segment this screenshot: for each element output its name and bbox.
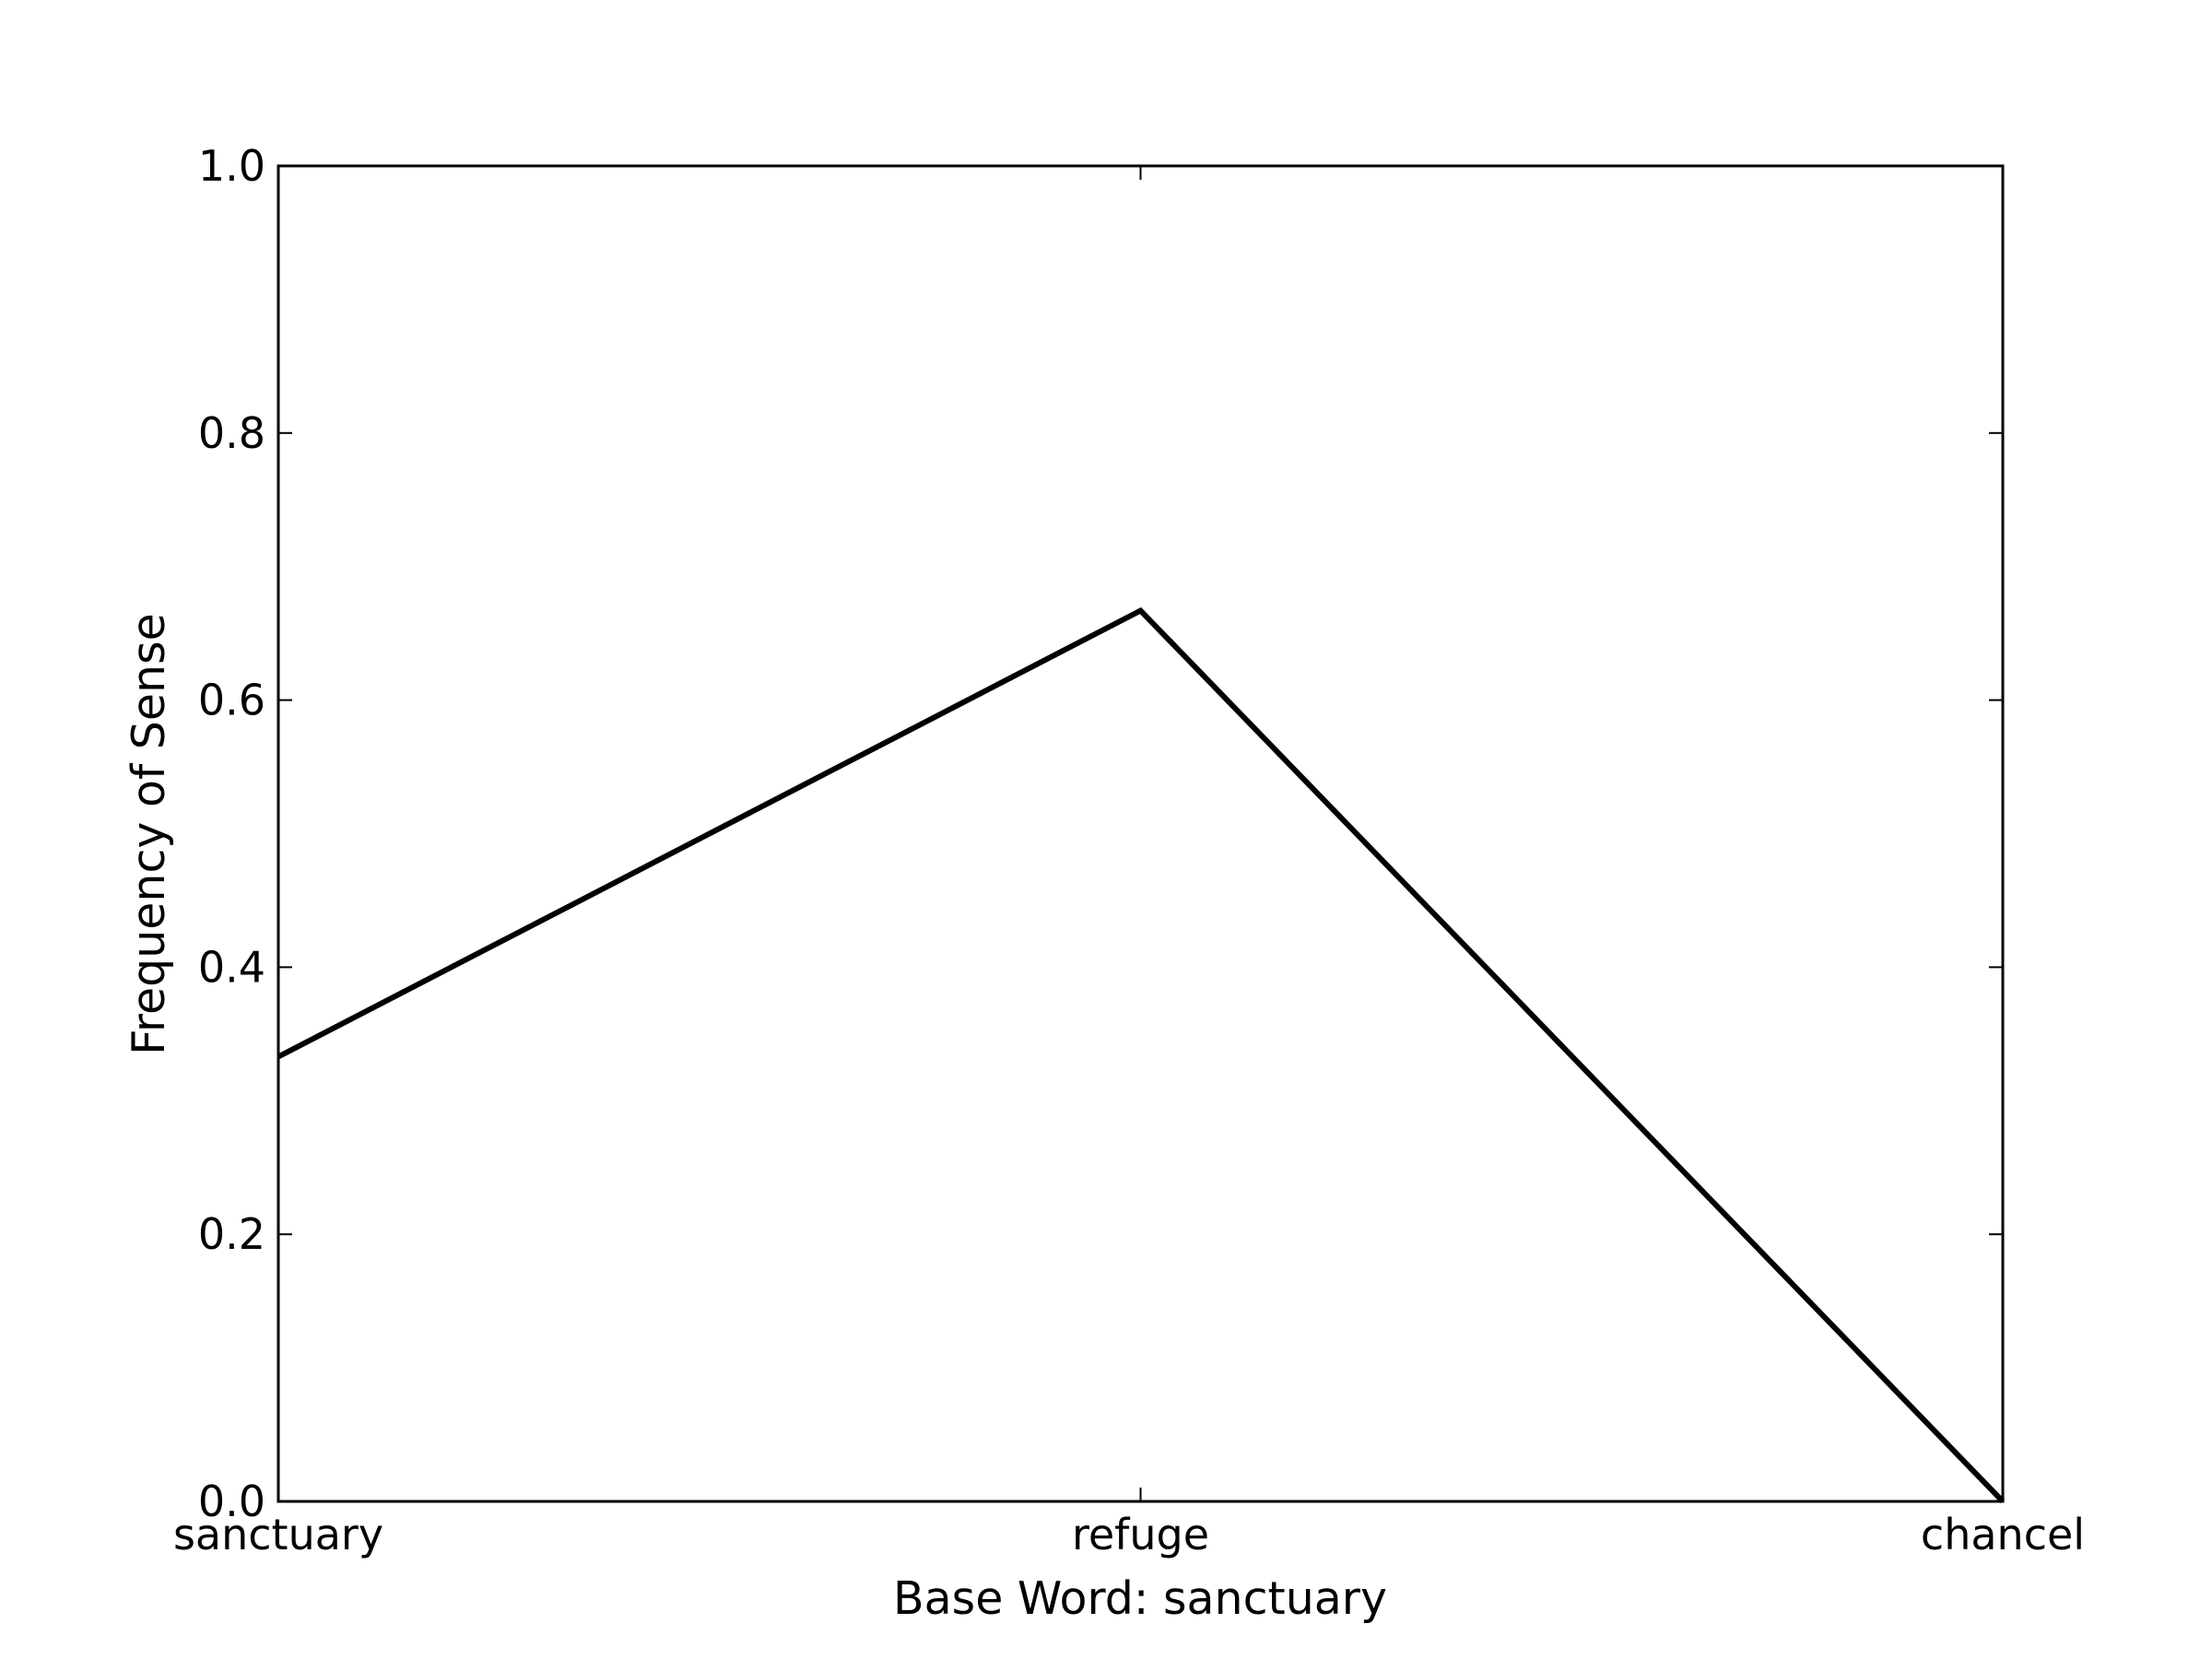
y-axis-label: Frequency of Sense	[123, 613, 175, 1055]
y-tick-label: 0.6	[198, 676, 265, 725]
series-line	[276, 606, 2006, 1504]
x-tick-label: chancel	[1921, 1510, 2085, 1559]
y-tick-label: 0.4	[198, 942, 265, 992]
x-ticks: sanctuary refuge chancel	[173, 166, 2085, 1559]
x-tick-label: refuge	[1072, 1510, 1209, 1559]
y-tick-label: 0.0	[198, 1477, 265, 1526]
y-tick-label: 0.2	[198, 1209, 265, 1259]
y-ticks: 0.0 0.2 0.4 0.6 0.8 1.0	[198, 141, 2003, 1526]
plot-frame	[276, 164, 2005, 1503]
x-axis-label: Base Word: sanctuary	[893, 1572, 1387, 1625]
x-tick-label: sanctuary	[173, 1510, 383, 1559]
plot-area	[278, 166, 2003, 1501]
y-tick-label: 1.0	[198, 141, 265, 191]
y-tick-label: 0.8	[198, 408, 265, 458]
